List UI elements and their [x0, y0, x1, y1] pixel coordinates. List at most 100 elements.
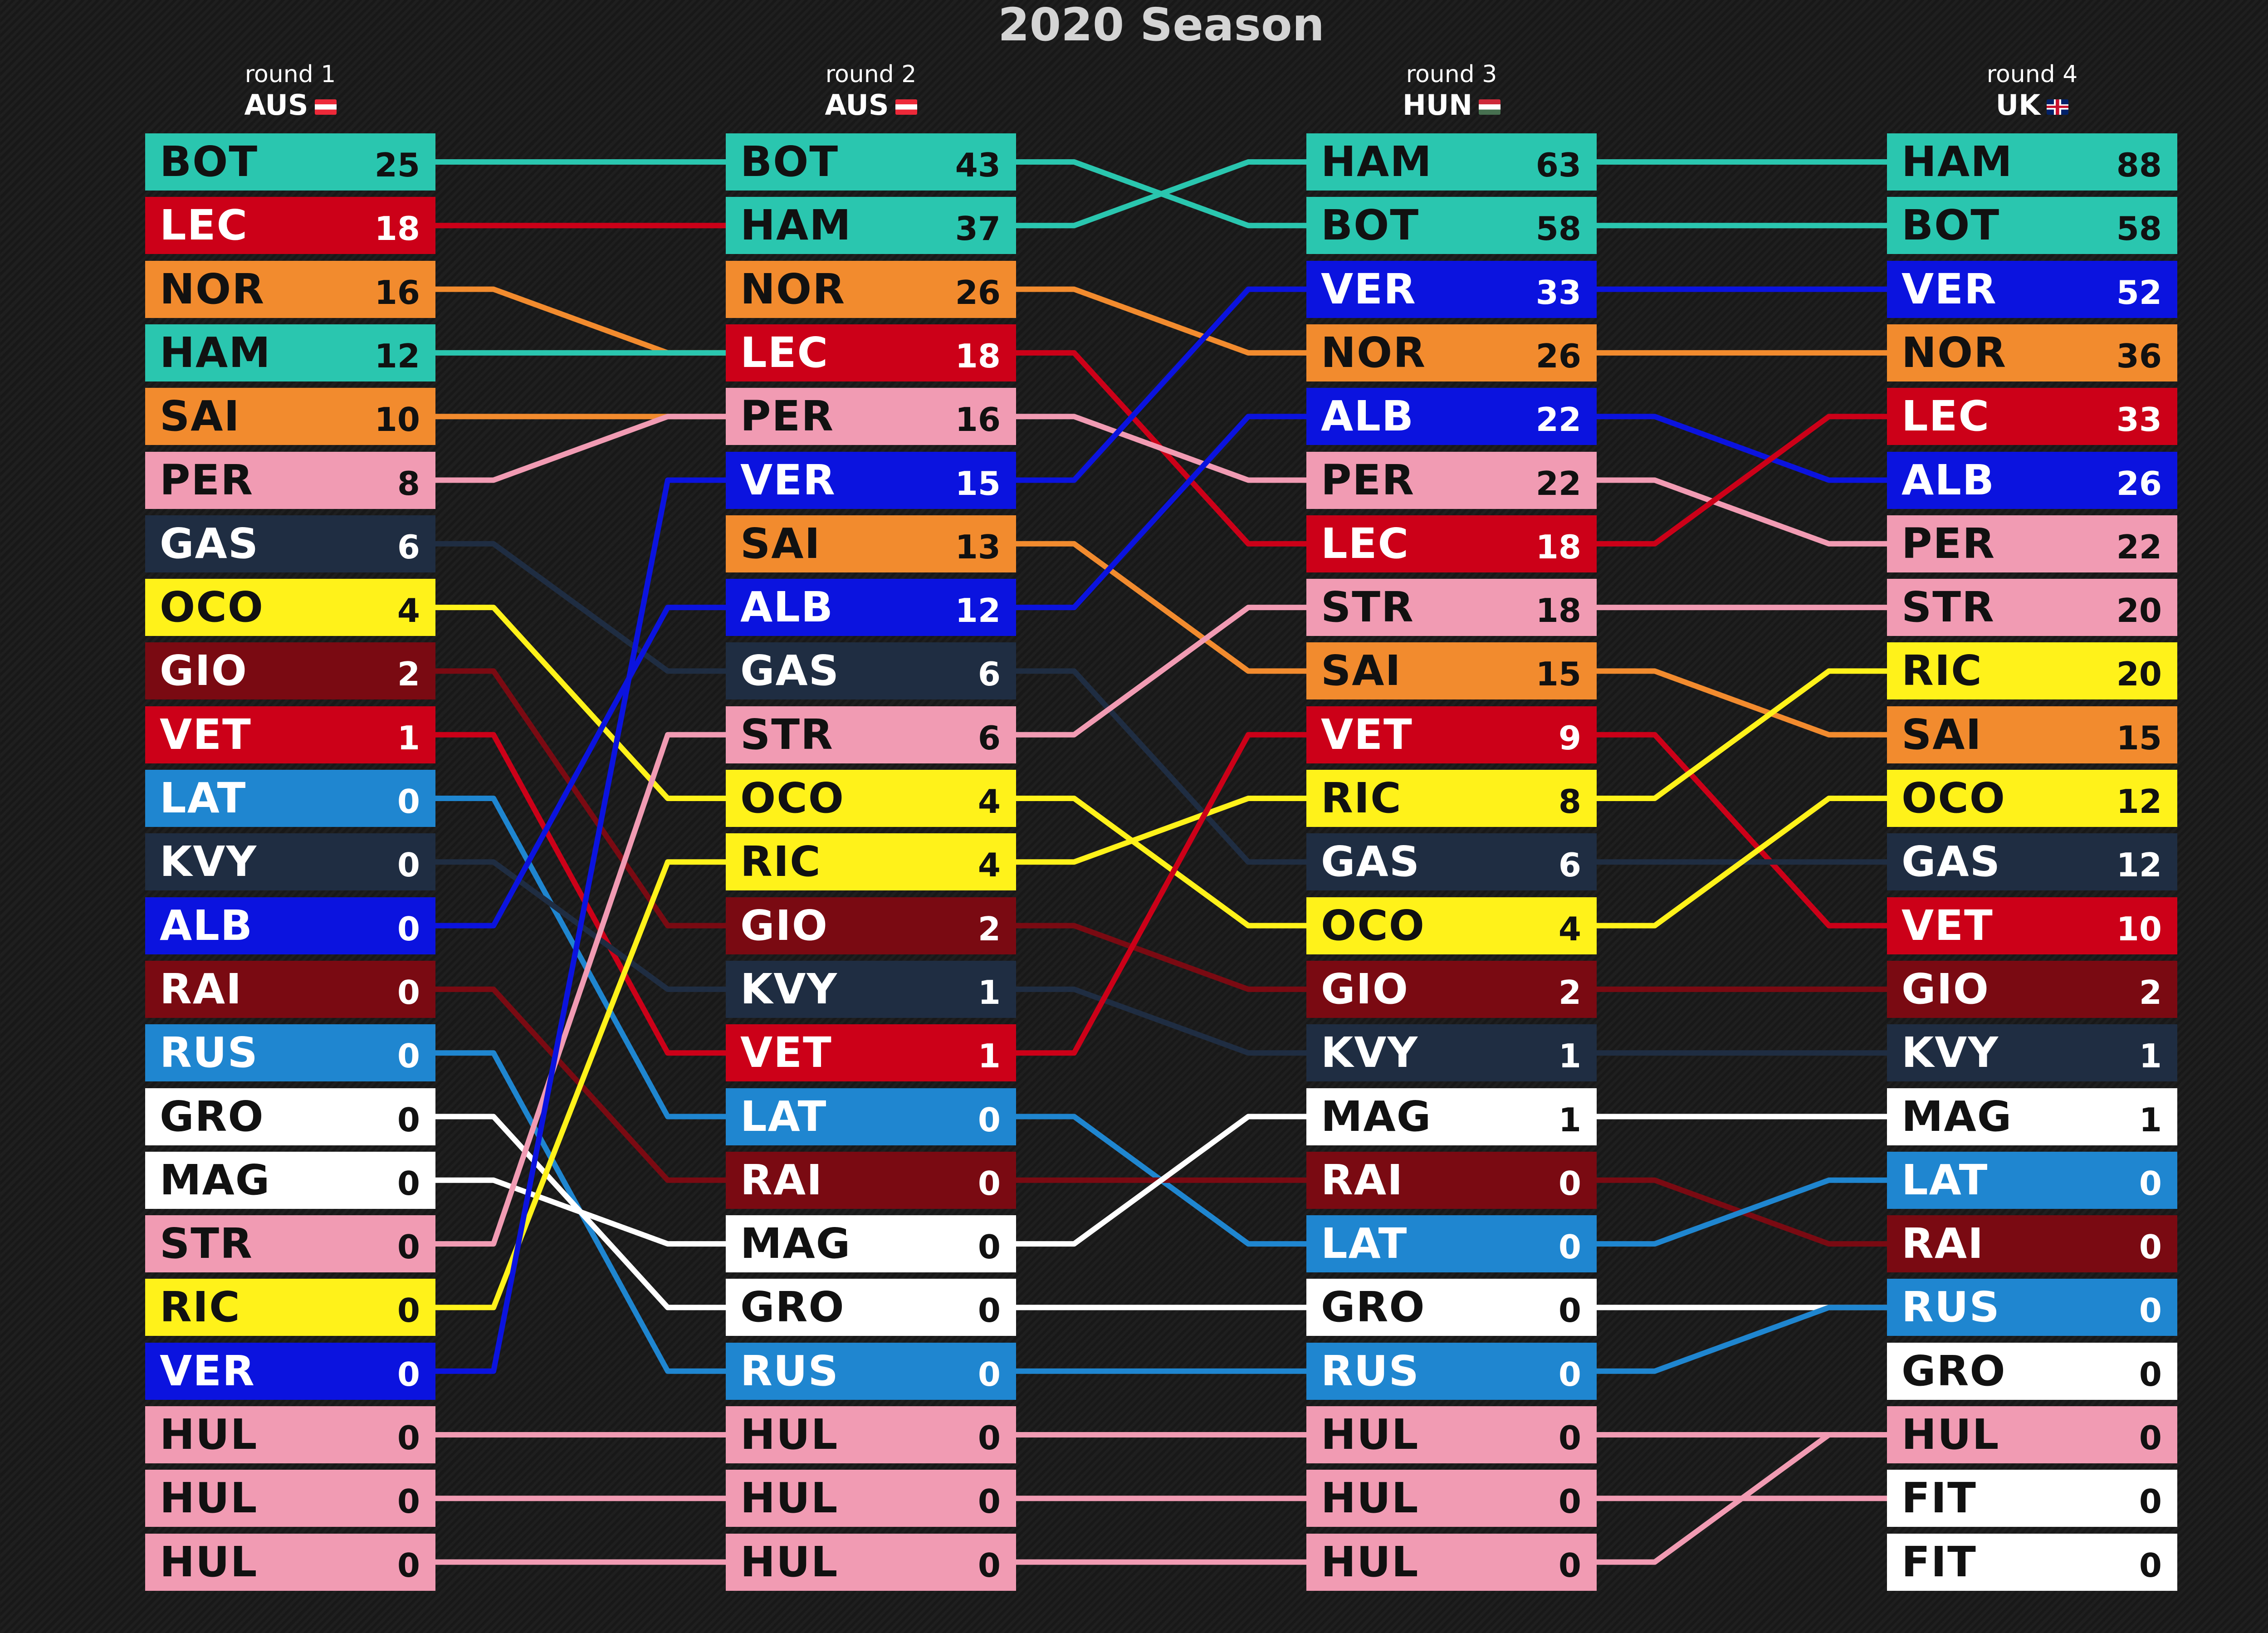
standing-row-kvy: KVY 0	[145, 833, 435, 891]
standing-row-rai: RAI 0	[145, 960, 435, 1018]
driver-code: NOR	[1321, 328, 1427, 377]
standing-row-hul: HUL 0	[145, 1533, 435, 1591]
driver-code: RUS	[1321, 1346, 1420, 1395]
driver-points: 0	[978, 1419, 1001, 1457]
standing-row-gas: GAS 6	[145, 515, 435, 572]
standing-row-rus: RUS 0	[1887, 1279, 2177, 1336]
standing-row-ric: RIC 8	[1306, 770, 1597, 827]
driver-code: MAG	[1321, 1092, 1432, 1141]
driver-points: 58	[2116, 210, 2162, 248]
driver-code: KVY	[1321, 1028, 1419, 1077]
link-vet-round3-to-round4	[1597, 732, 1887, 929]
standing-row-hul: HUL 0	[1306, 1470, 1597, 1527]
driver-points: 22	[1535, 401, 1581, 439]
driver-code: KVY	[740, 964, 838, 1013]
round-label: round 2	[825, 61, 917, 88]
link-gas-round2-to-round3	[1016, 668, 1306, 865]
driver-points: 0	[1558, 1164, 1581, 1203]
driver-code: BOT	[740, 137, 839, 186]
driver-code: NOR	[160, 264, 265, 313]
driver-points: 0	[1558, 1291, 1581, 1330]
driver-code: MAG	[1901, 1092, 2013, 1141]
driver-code: PER	[1901, 519, 1996, 568]
driver-code: VER	[160, 1346, 255, 1395]
driver-code: HUL	[1321, 1474, 1419, 1523]
driver-code: LEC	[740, 328, 829, 377]
driver-code: LAT	[1321, 1219, 1408, 1268]
link-lat-round3-to-round4	[1597, 1177, 1887, 1247]
standing-row-alb: ALB 22	[1306, 388, 1597, 445]
driver-points: 1	[2139, 1100, 2162, 1139]
driver-code: ALB	[740, 583, 834, 632]
driver-code: RUS	[160, 1028, 259, 1077]
driver-code: GRO	[1321, 1283, 1426, 1332]
driver-points: 4	[397, 592, 420, 630]
driver-code: HUL	[160, 1410, 258, 1459]
driver-code: HAM	[1321, 137, 1432, 186]
driver-points: 22	[2116, 528, 2162, 566]
driver-points: 12	[374, 337, 420, 375]
standing-row-rus: RUS 0	[145, 1024, 435, 1082]
hungary-flag-icon	[1479, 99, 1501, 115]
link-ric-round1-to-round2	[435, 859, 726, 1310]
standing-row-sai: SAI 10	[145, 388, 435, 445]
driver-points: 18	[1535, 592, 1581, 630]
standing-row-str: STR 6	[726, 706, 1016, 763]
uk-flag-icon	[2047, 99, 2069, 115]
standing-row-hul: HUL 0	[1306, 1533, 1597, 1591]
link-per-round2-to-round3	[1016, 414, 1306, 483]
driver-points: 0	[397, 1291, 420, 1330]
driver-code: VER	[1901, 264, 1997, 313]
driver-code: HUL	[160, 1474, 258, 1523]
standing-row-gro: GRO 0	[1887, 1342, 2177, 1400]
driver-code: VER	[740, 455, 836, 504]
driver-points: 25	[374, 146, 420, 184]
link-alb-round1-to-round2	[435, 605, 726, 929]
standing-row-lec: LEC 18	[1306, 515, 1597, 572]
standing-row-oco: OCO 12	[1887, 770, 2177, 827]
driver-points: 0	[2139, 1228, 2162, 1266]
standing-row-lat: LAT 0	[1887, 1151, 2177, 1209]
driver-points: 0	[2139, 1546, 2162, 1584]
driver-code: GAS	[740, 646, 840, 695]
driver-points: 18	[374, 210, 420, 248]
standing-row-kvy: KVY 1	[1887, 1024, 2177, 1082]
driver-points: 18	[1535, 528, 1581, 566]
driver-points: 0	[2139, 1419, 2162, 1457]
standing-row-ham: HAM 88	[1887, 133, 2177, 191]
link-per-round3-to-round4	[1597, 477, 1887, 547]
driver-points: 0	[978, 1291, 1001, 1330]
link-oco-round1-to-round2	[435, 605, 726, 801]
link-ham-round2-to-round3	[1016, 159, 1306, 229]
driver-points: 33	[1535, 273, 1581, 312]
standing-row-sai: SAI 15	[1306, 642, 1597, 700]
standing-row-mag: MAG 0	[145, 1151, 435, 1209]
driver-code: PER	[740, 392, 835, 441]
driver-code: GAS	[160, 519, 259, 568]
round-label: round 1	[244, 61, 336, 88]
driver-code: LEC	[160, 201, 248, 250]
standing-row-bot: BOT 58	[1887, 197, 2177, 254]
driver-points: 2	[2139, 973, 2162, 1012]
standing-row-gro: GRO 0	[1306, 1279, 1597, 1336]
link-hul-round3-to-round4	[1597, 1432, 1887, 1565]
driver-points: 0	[397, 1355, 420, 1393]
round-header-1: round 1 AUS	[145, 60, 435, 122]
driver-code: BOT	[1321, 201, 1420, 250]
link-vet-round2-to-round3	[1016, 732, 1306, 1056]
driver-points: 0	[397, 1037, 420, 1076]
driver-points: 10	[374, 401, 420, 439]
driver-code: ALB	[1321, 392, 1414, 441]
driver-points: 0	[978, 1228, 1001, 1266]
driver-points: 12	[955, 592, 1001, 630]
driver-code: STR	[1901, 583, 1995, 632]
driver-code: RUS	[1901, 1283, 2000, 1332]
driver-points: 0	[2139, 1164, 2162, 1203]
driver-points: 0	[2139, 1482, 2162, 1521]
link-gio-round1-to-round2	[435, 668, 726, 929]
round-label: round 4	[1986, 61, 2078, 88]
austria-flag-icon	[314, 99, 337, 115]
driver-points: 1	[1558, 1037, 1581, 1076]
standing-row-hul: HUL 0	[726, 1533, 1016, 1591]
driver-points: 0	[2139, 1291, 2162, 1330]
